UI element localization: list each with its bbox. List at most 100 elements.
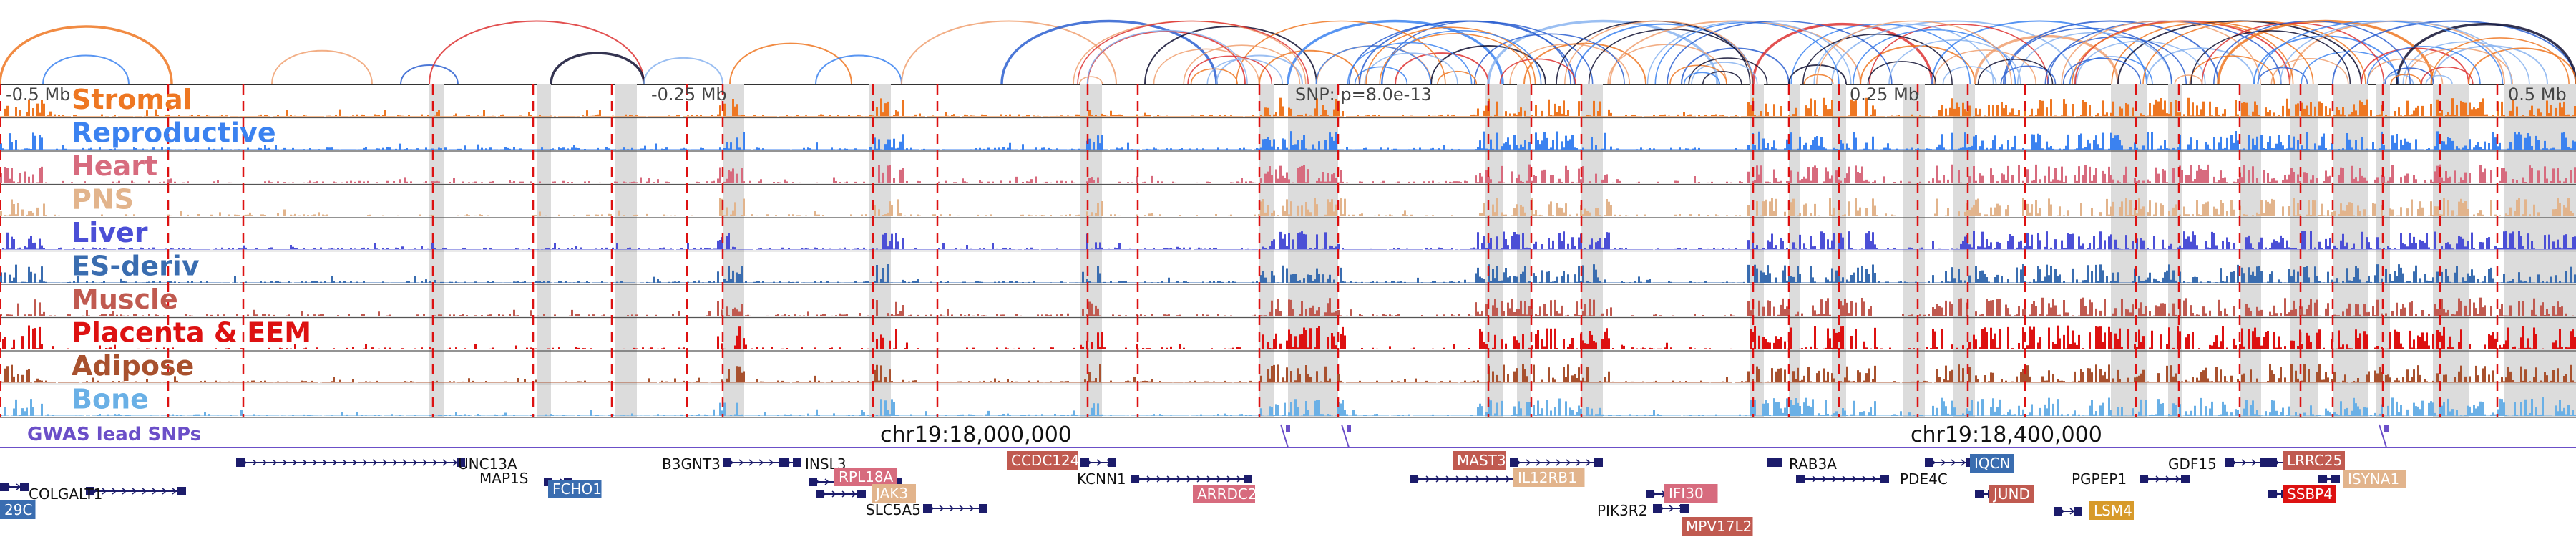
gene-highlight bbox=[1193, 485, 1255, 503]
loop-arc bbox=[1803, 74, 1834, 85]
loop-arc bbox=[2366, 46, 2481, 85]
loop-arc bbox=[2257, 20, 2504, 85]
loop-arc bbox=[1853, 29, 2016, 85]
loop-arc bbox=[1183, 44, 1301, 85]
loop-arc bbox=[1187, 55, 1273, 85]
strand-arrow bbox=[372, 459, 378, 466]
loop-arc bbox=[2072, 20, 2314, 85]
loop-arc bbox=[1000, 19, 1218, 85]
signal-pns bbox=[0, 198, 2576, 216]
gene-label: LRRC25 bbox=[2287, 452, 2342, 469]
exon bbox=[723, 458, 731, 467]
loop-arc bbox=[1437, 71, 1478, 85]
strand-arrow bbox=[302, 459, 308, 466]
strand-arrow bbox=[852, 490, 857, 498]
track-label: ES-deriv bbox=[72, 251, 200, 282]
exon bbox=[2181, 475, 2190, 483]
loop-arc bbox=[1683, 72, 1721, 85]
exon bbox=[2331, 475, 2340, 483]
strand-arrow bbox=[1146, 475, 1152, 483]
track-label: Reproductive bbox=[72, 117, 276, 149]
strand-arrow bbox=[392, 459, 398, 466]
strand-arrow bbox=[1206, 475, 1212, 483]
loop-arc bbox=[1831, 20, 2076, 85]
strand-arrow bbox=[1586, 459, 1591, 466]
position-label: -0.25 Mb bbox=[651, 84, 727, 105]
loop-arc bbox=[1588, 29, 1754, 85]
exon bbox=[1975, 490, 1984, 498]
loop-arc bbox=[1813, 23, 1994, 85]
strand-arrow bbox=[1832, 475, 1838, 483]
strand-arrow bbox=[142, 488, 147, 495]
gene-label: UNC13A bbox=[458, 455, 517, 473]
gene-highlight bbox=[1513, 468, 1585, 487]
strand-arrow bbox=[1842, 475, 1848, 483]
gene-highlight bbox=[2089, 501, 2134, 520]
loop-arc bbox=[1977, 59, 2054, 85]
loop-arc bbox=[1348, 20, 1594, 85]
gene-highlight bbox=[2283, 485, 2336, 503]
exon bbox=[1594, 458, 1603, 467]
exon bbox=[177, 487, 186, 495]
gwas-snp-stem bbox=[1280, 424, 1289, 448]
track-label: PNS bbox=[72, 184, 134, 216]
exon bbox=[1108, 458, 1116, 467]
strand-arrow bbox=[442, 459, 448, 466]
strand-arrow bbox=[1455, 475, 1461, 483]
gene-label: MAP1S bbox=[479, 470, 528, 487]
loop-arc bbox=[2425, 74, 2453, 85]
strand-arrow bbox=[1186, 475, 1192, 483]
strand-arrow bbox=[748, 459, 754, 466]
loop-arc bbox=[1691, 62, 1758, 85]
loop-arc bbox=[729, 42, 852, 85]
gwas-snp bbox=[2384, 425, 2389, 432]
gene-label: ISYNA1 bbox=[2348, 470, 2399, 488]
track-label: Bone bbox=[72, 384, 149, 415]
loop-arc bbox=[1564, 20, 1753, 85]
strand-arrow bbox=[1822, 475, 1828, 483]
track-label: Liver bbox=[72, 217, 148, 248]
exon bbox=[2268, 490, 2277, 498]
exon bbox=[2140, 475, 2148, 483]
exon bbox=[923, 504, 932, 513]
exon bbox=[20, 483, 29, 491]
exon bbox=[1925, 458, 1933, 467]
signal-adipose bbox=[0, 364, 2576, 383]
loop-arc bbox=[1144, 26, 1317, 85]
loop-arc bbox=[1667, 20, 1893, 85]
gene-label: PIK3R2 bbox=[1597, 502, 1647, 519]
loop-arc bbox=[2174, 74, 2203, 85]
track-label: Heart bbox=[72, 150, 157, 182]
strand-arrow bbox=[2251, 459, 2257, 466]
exon bbox=[1080, 458, 1089, 467]
strand-arrow bbox=[758, 459, 764, 466]
strand-arrow bbox=[342, 459, 348, 466]
strand-arrow bbox=[422, 459, 428, 466]
strand-arrow bbox=[841, 490, 847, 498]
gene-label: CCDC124 bbox=[1011, 452, 1079, 469]
gwas-snp bbox=[1347, 425, 1351, 432]
exon bbox=[2260, 458, 2268, 467]
gene-label: B3GNT3 bbox=[662, 455, 721, 473]
loop-arc bbox=[1816, 20, 2012, 85]
loop-arc bbox=[1354, 66, 1408, 85]
gene-highlight bbox=[1682, 517, 1753, 536]
loop-arc bbox=[2076, 40, 2206, 85]
loop-arc bbox=[1077, 20, 1309, 85]
strand-arrow bbox=[1216, 475, 1222, 483]
strand-arrow bbox=[1526, 459, 1531, 466]
loop-arc bbox=[1974, 34, 2119, 85]
exon bbox=[457, 458, 465, 467]
loop-arc bbox=[400, 64, 459, 85]
strand-arrow bbox=[1506, 475, 1511, 483]
loop-arc bbox=[1259, 49, 1360, 85]
exon bbox=[1131, 475, 1139, 483]
strand-arrow bbox=[831, 490, 837, 498]
gene-label: GDF15 bbox=[2168, 455, 2217, 473]
exon bbox=[793, 458, 801, 467]
gwas-track: GWAS lead SNPs chr19:18,000,000 chr19:18,4… bbox=[0, 422, 2576, 448]
loop-arc bbox=[2201, 22, 2385, 85]
loop-arc bbox=[2003, 20, 2219, 85]
strand-arrow bbox=[122, 488, 127, 495]
loop-arc bbox=[550, 52, 645, 85]
